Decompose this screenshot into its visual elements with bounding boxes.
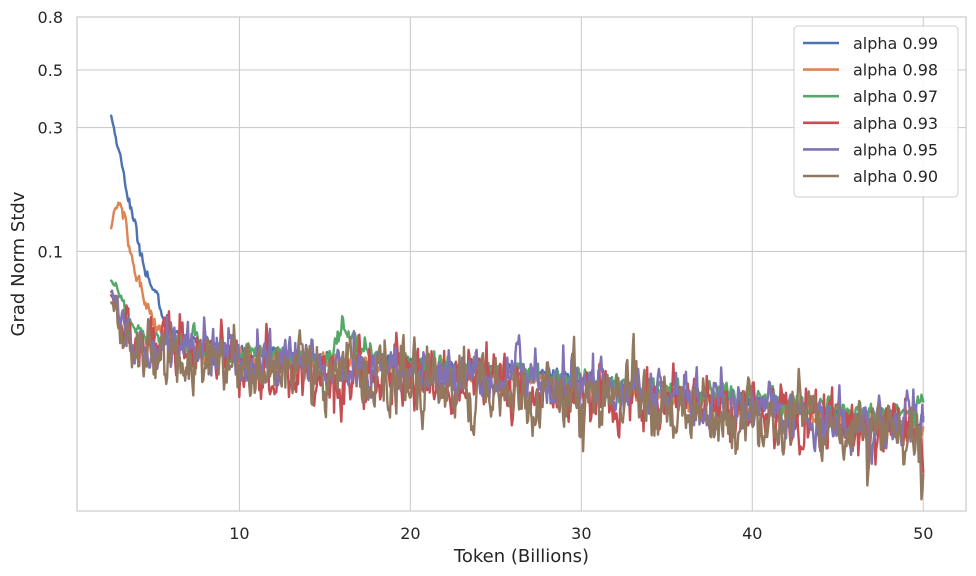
x-tick-label: 30 xyxy=(571,524,591,543)
legend-label: alpha 0.98 xyxy=(853,61,938,80)
y-tick-label: 0.8 xyxy=(38,8,63,27)
y-tick-label: 0.5 xyxy=(38,61,63,80)
plot-frame xyxy=(76,16,967,512)
y-tick-labels: 0.1 0.3 0.5 0.8 xyxy=(38,8,63,261)
x-tick-label: 20 xyxy=(400,524,420,543)
legend-label: alpha 0.99 xyxy=(853,34,938,53)
y-axis-label: Grad Norm Stdv xyxy=(8,191,29,336)
y-tick-label: 0.3 xyxy=(38,119,63,138)
legend-label: alpha 0.97 xyxy=(853,87,938,106)
x-tick-label: 50 xyxy=(913,524,933,543)
x-tick-label: 40 xyxy=(742,524,762,543)
legend-label: alpha 0.95 xyxy=(853,140,938,159)
x-tick-labels: 10 20 30 40 50 xyxy=(229,524,933,543)
legend-label: alpha 0.93 xyxy=(853,114,938,133)
series-lines xyxy=(109,114,925,501)
legend-label: alpha 0.90 xyxy=(853,167,938,186)
legend: alpha 0.99 alpha 0.98 alpha 0.97 alpha 0.93… xyxy=(793,25,959,198)
series-line-alpha-0-90 xyxy=(109,294,925,501)
y-tick-label: 0.1 xyxy=(38,242,63,261)
x-tick-label: 10 xyxy=(229,524,249,543)
x-axis-label: Token (Billions) xyxy=(453,546,589,567)
